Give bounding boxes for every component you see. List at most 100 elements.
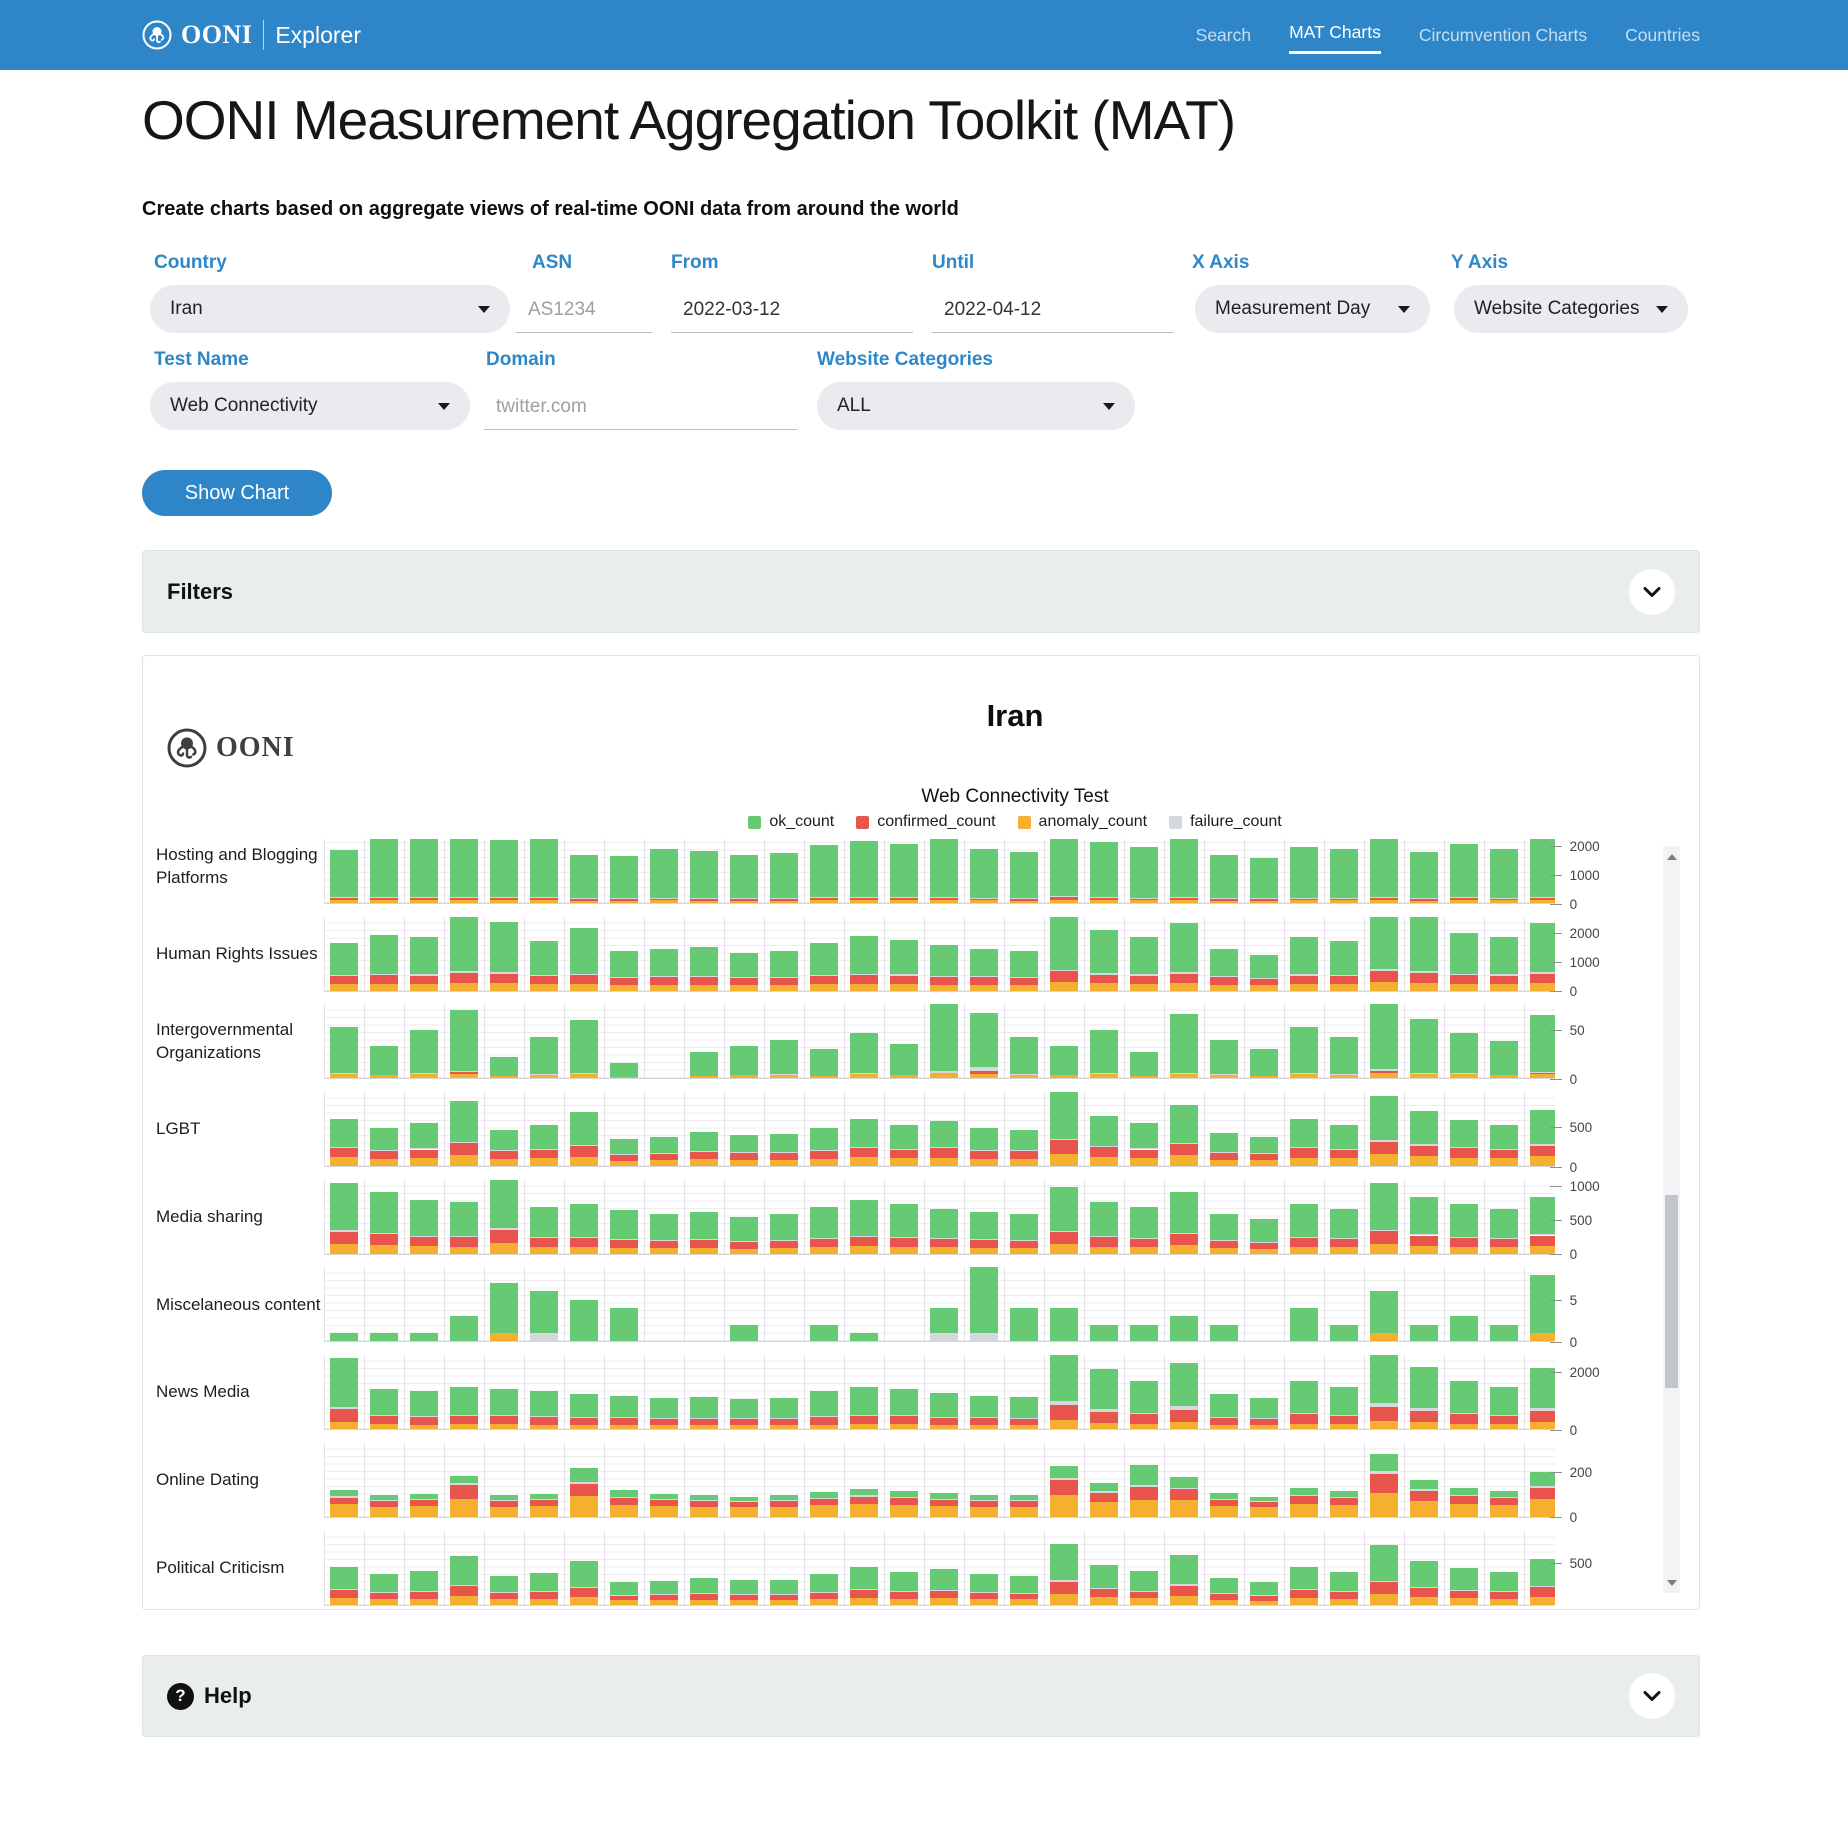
bar-segment-anomaly[interactable]: [450, 1246, 479, 1254]
bar-segment-confirmed[interactable]: [650, 898, 679, 901]
bar-segment-confirmed[interactable]: [1410, 1145, 1439, 1157]
bar-segment-anomaly[interactable]: [730, 1507, 759, 1517]
bar-segment-confirmed[interactable]: [770, 898, 799, 901]
bar-segment-failure[interactable]: [1170, 896, 1199, 898]
bar-segment-anomaly[interactable]: [570, 1424, 599, 1430]
bar-segment-failure[interactable]: [1450, 897, 1479, 899]
bar-segment-ok[interactable]: [1410, 1480, 1439, 1490]
bar-segment-anomaly[interactable]: [1210, 1075, 1239, 1079]
bar-segment-ok[interactable]: [1210, 1040, 1239, 1075]
bar-segment-confirmed[interactable]: [1370, 1473, 1399, 1493]
bar-segment-anomaly[interactable]: [1450, 1074, 1479, 1079]
bar-segment-anomaly[interactable]: [450, 1155, 479, 1167]
bar-segment-ok[interactable]: [1450, 1120, 1479, 1148]
bar-segment-failure[interactable]: [1170, 1232, 1199, 1235]
bar-segment-ok[interactable]: [530, 1493, 559, 1499]
bar-segment-failure[interactable]: [1330, 1414, 1359, 1416]
bar-segment-ok[interactable]: [610, 1062, 639, 1078]
bar-segment-failure[interactable]: [1290, 1589, 1319, 1591]
bar-segment-ok[interactable]: [1410, 851, 1439, 898]
bar-segment-anomaly[interactable]: [1490, 1247, 1519, 1254]
bar-segment-failure[interactable]: [1450, 1589, 1479, 1591]
bar-segment-anomaly[interactable]: [1530, 1073, 1555, 1079]
bar-segment-anomaly[interactable]: [570, 1596, 599, 1605]
bar-segment-failure[interactable]: [810, 1497, 839, 1500]
bar-segment-failure[interactable]: [1210, 1240, 1239, 1241]
bar-segment-failure[interactable]: [1050, 1579, 1079, 1582]
bar-segment-ok[interactable]: [730, 1216, 759, 1241]
bar-segment-failure[interactable]: [450, 1483, 479, 1485]
bar-segment-anomaly[interactable]: [1170, 1245, 1199, 1254]
bar-segment-confirmed[interactable]: [690, 976, 719, 985]
bar-segment-anomaly[interactable]: [570, 983, 599, 991]
bar-segment-anomaly[interactable]: [930, 1072, 959, 1079]
bar-segment-ok[interactable]: [1490, 1491, 1519, 1498]
bar-segment-failure[interactable]: [530, 975, 559, 977]
bar-segment-anomaly[interactable]: [1450, 1597, 1479, 1605]
bar-segment-anomaly[interactable]: [530, 1158, 559, 1167]
bar-segment-anomaly[interactable]: [890, 984, 919, 991]
bar-segment-confirmed[interactable]: [1530, 1235, 1555, 1246]
bar-segment-ok[interactable]: [1530, 1274, 1555, 1334]
bar-segment-anomaly[interactable]: [1330, 1075, 1359, 1079]
bar-segment-confirmed[interactable]: [1530, 897, 1555, 900]
bar-segment-failure[interactable]: [530, 896, 559, 898]
bar-segment-ok[interactable]: [1370, 1183, 1399, 1230]
bar-segment-ok[interactable]: [1330, 1324, 1359, 1342]
bar-segment-failure[interactable]: [1490, 1414, 1519, 1416]
bar-segment-anomaly[interactable]: [970, 1425, 999, 1430]
bar-segment-failure[interactable]: [1170, 1406, 1199, 1410]
bar-segment-failure[interactable]: [330, 1073, 359, 1075]
bar-segment-confirmed[interactable]: [970, 1150, 999, 1159]
bar-segment-failure[interactable]: [690, 1499, 719, 1501]
bar-segment-anomaly[interactable]: [570, 1074, 599, 1079]
bar-segment-ok[interactable]: [490, 921, 519, 973]
bar-segment-failure[interactable]: [370, 1591, 399, 1593]
bar-segment-anomaly[interactable]: [810, 1424, 839, 1430]
scroll-up-arrow[interactable]: [1663, 848, 1680, 865]
bar-segment-failure[interactable]: [330, 1406, 359, 1409]
bar-segment-confirmed[interactable]: [410, 975, 439, 985]
bar-segment-anomaly[interactable]: [890, 1158, 919, 1167]
bar-segment-confirmed[interactable]: [490, 1416, 519, 1425]
bar-segment-ok[interactable]: [810, 1574, 839, 1592]
bar-segment-anomaly[interactable]: [810, 1599, 839, 1605]
bar-segment-confirmed[interactable]: [1490, 1149, 1519, 1159]
bar-segment-confirmed[interactable]: [610, 1154, 639, 1161]
bar-segment-ok[interactable]: [970, 848, 999, 898]
bar-segment-ok[interactable]: [1450, 1380, 1479, 1413]
bar-segment-confirmed[interactable]: [570, 898, 599, 901]
bar-segment-confirmed[interactable]: [1090, 1147, 1119, 1157]
bar-segment-ok[interactable]: [1290, 847, 1319, 898]
bar-segment-failure[interactable]: [850, 1414, 879, 1416]
bar-segment-confirmed[interactable]: [1130, 1487, 1159, 1500]
bar-segment-failure[interactable]: [1290, 1494, 1319, 1496]
bar-segment-anomaly[interactable]: [1170, 1595, 1199, 1605]
bar-segment-ok[interactable]: [1130, 1052, 1159, 1077]
bar-segment-anomaly[interactable]: [1290, 1246, 1319, 1254]
bar-segment-confirmed[interactable]: [1450, 975, 1479, 984]
bar-segment-failure[interactable]: [1530, 1144, 1555, 1146]
bar-segment-confirmed[interactable]: [1530, 1072, 1555, 1074]
bar-segment-failure[interactable]: [370, 1233, 399, 1235]
bar-segment-anomaly[interactable]: [490, 983, 519, 991]
bar-segment-ok[interactable]: [930, 1308, 959, 1334]
filters-section[interactable]: Filters: [142, 550, 1700, 633]
bar-segment-anomaly[interactable]: [1330, 984, 1359, 991]
bar-segment-confirmed[interactable]: [530, 1238, 559, 1247]
bar-segment-anomaly[interactable]: [490, 1333, 519, 1342]
bar-segment-ok[interactable]: [330, 1567, 359, 1590]
bar-segment-anomaly[interactable]: [610, 984, 639, 991]
bar-segment-failure[interactable]: [930, 1070, 959, 1073]
bar-segment-failure[interactable]: [1010, 1150, 1039, 1152]
bar-segment-failure[interactable]: [1050, 969, 1079, 972]
bar-segment-ok[interactable]: [1050, 1543, 1079, 1580]
bar-segment-ok[interactable]: [610, 1582, 639, 1595]
bar-segment-failure[interactable]: [1450, 1073, 1479, 1075]
bar-segment-anomaly[interactable]: [1290, 1423, 1319, 1430]
bar-segment-anomaly[interactable]: [490, 1424, 519, 1430]
bar-segment-failure[interactable]: [930, 1589, 959, 1591]
bar-segment-ok[interactable]: [890, 1389, 919, 1415]
bar-segment-confirmed[interactable]: [1170, 1489, 1199, 1501]
bar-segment-ok[interactable]: [1210, 854, 1239, 898]
